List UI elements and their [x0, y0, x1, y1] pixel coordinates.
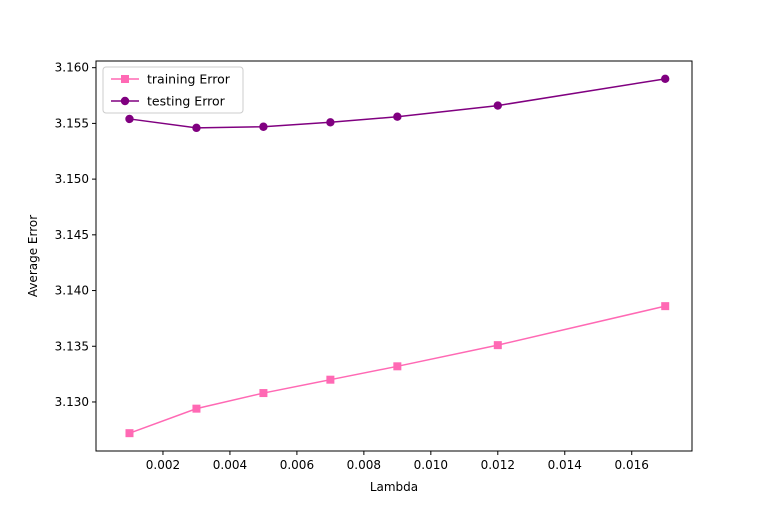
- data-point: [661, 302, 670, 311]
- data-point: [493, 341, 502, 350]
- y-tick-label: 3.130: [55, 395, 89, 409]
- x-tick-label: 0.008: [347, 458, 381, 472]
- legend-marker: [120, 96, 130, 106]
- y-tick-label: 3.160: [55, 61, 89, 75]
- x-tick-label: 0.012: [481, 458, 515, 472]
- x-tick-label: 0.010: [414, 458, 448, 472]
- y-axis-ticks: 3.130 3.135 3.140 3.145 3.150 3.155 3.160: [55, 61, 96, 409]
- y-tick-label: 3.140: [55, 284, 89, 298]
- y-tick-label: 3.145: [55, 228, 89, 242]
- data-point: [393, 362, 402, 371]
- series-2: [125, 74, 670, 133]
- data-point: [125, 429, 134, 438]
- series-1: [125, 302, 670, 438]
- x-tick-label: 0.014: [548, 458, 582, 472]
- x-tick-label: 0.004: [213, 458, 247, 472]
- x-tick-label: 0.002: [146, 458, 180, 472]
- data-point: [326, 375, 335, 384]
- data-point: [125, 114, 134, 124]
- x-tick-label: 0.006: [280, 458, 314, 472]
- data-point: [192, 404, 201, 413]
- legend: training Error testing Error: [102, 66, 244, 114]
- data-point: [192, 123, 201, 133]
- legend-item: testing Error: [111, 94, 226, 109]
- legend-marker: [121, 75, 129, 83]
- data-point: [259, 389, 268, 398]
- y-axis-label: Average Error: [26, 215, 40, 297]
- data-point: [326, 118, 335, 127]
- data-point: [661, 74, 670, 84]
- legend-label: training Error: [147, 72, 231, 87]
- x-tick-label: 0.016: [615, 458, 649, 472]
- axes-frame: [95, 60, 693, 452]
- y-tick-label: 3.135: [55, 339, 89, 353]
- legend-label: testing Error: [147, 94, 226, 109]
- series-layer: [125, 74, 670, 438]
- data-point: [259, 122, 268, 131]
- x-axis-label: Lambda: [370, 480, 418, 494]
- data-point: [493, 101, 502, 110]
- y-tick-label: 3.155: [55, 116, 89, 130]
- legend-item: training Error: [111, 72, 231, 87]
- data-point: [393, 112, 402, 121]
- x-axis-ticks: 0.002 0.004 0.006 0.008 0.010 0.012 0.014 0.016: [146, 451, 649, 472]
- y-tick-label: 3.150: [55, 172, 89, 186]
